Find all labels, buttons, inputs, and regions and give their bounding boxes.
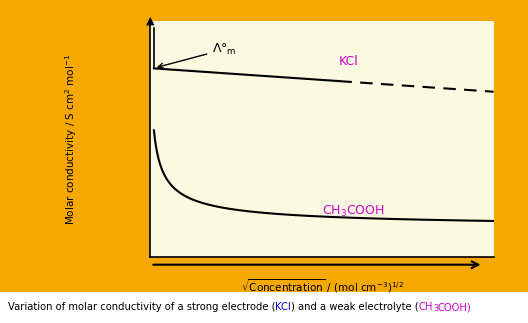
Text: ) and a weak electrolyte (: ) and a weak electrolyte ( [291,303,419,312]
Text: $\sqrt{\mathrm{Concentration}}$ / (mol cm$^{-3}$)$^{1/2}$: $\sqrt{\mathrm{Concentration}}$ / (mol c… [241,277,403,295]
Text: CH: CH [419,303,433,312]
Text: Variation of molar conductivity of a strong electrode (: Variation of molar conductivity of a str… [8,303,276,312]
FancyBboxPatch shape [0,0,528,304]
Text: CH$_3$COOH: CH$_3$COOH [322,204,385,219]
Text: 3: 3 [433,304,438,313]
Text: Molar conductivity / S cm$^2$ mol$^{-1}$: Molar conductivity / S cm$^2$ mol$^{-1}$ [63,53,79,224]
Text: COOH): COOH) [438,303,472,312]
Text: KCl: KCl [276,303,291,312]
Text: $\Lambda°_\mathrm{m}$: $\Lambda°_\mathrm{m}$ [158,42,237,68]
Text: ▲: ▲ [146,16,155,26]
Text: KCl: KCl [340,55,359,68]
